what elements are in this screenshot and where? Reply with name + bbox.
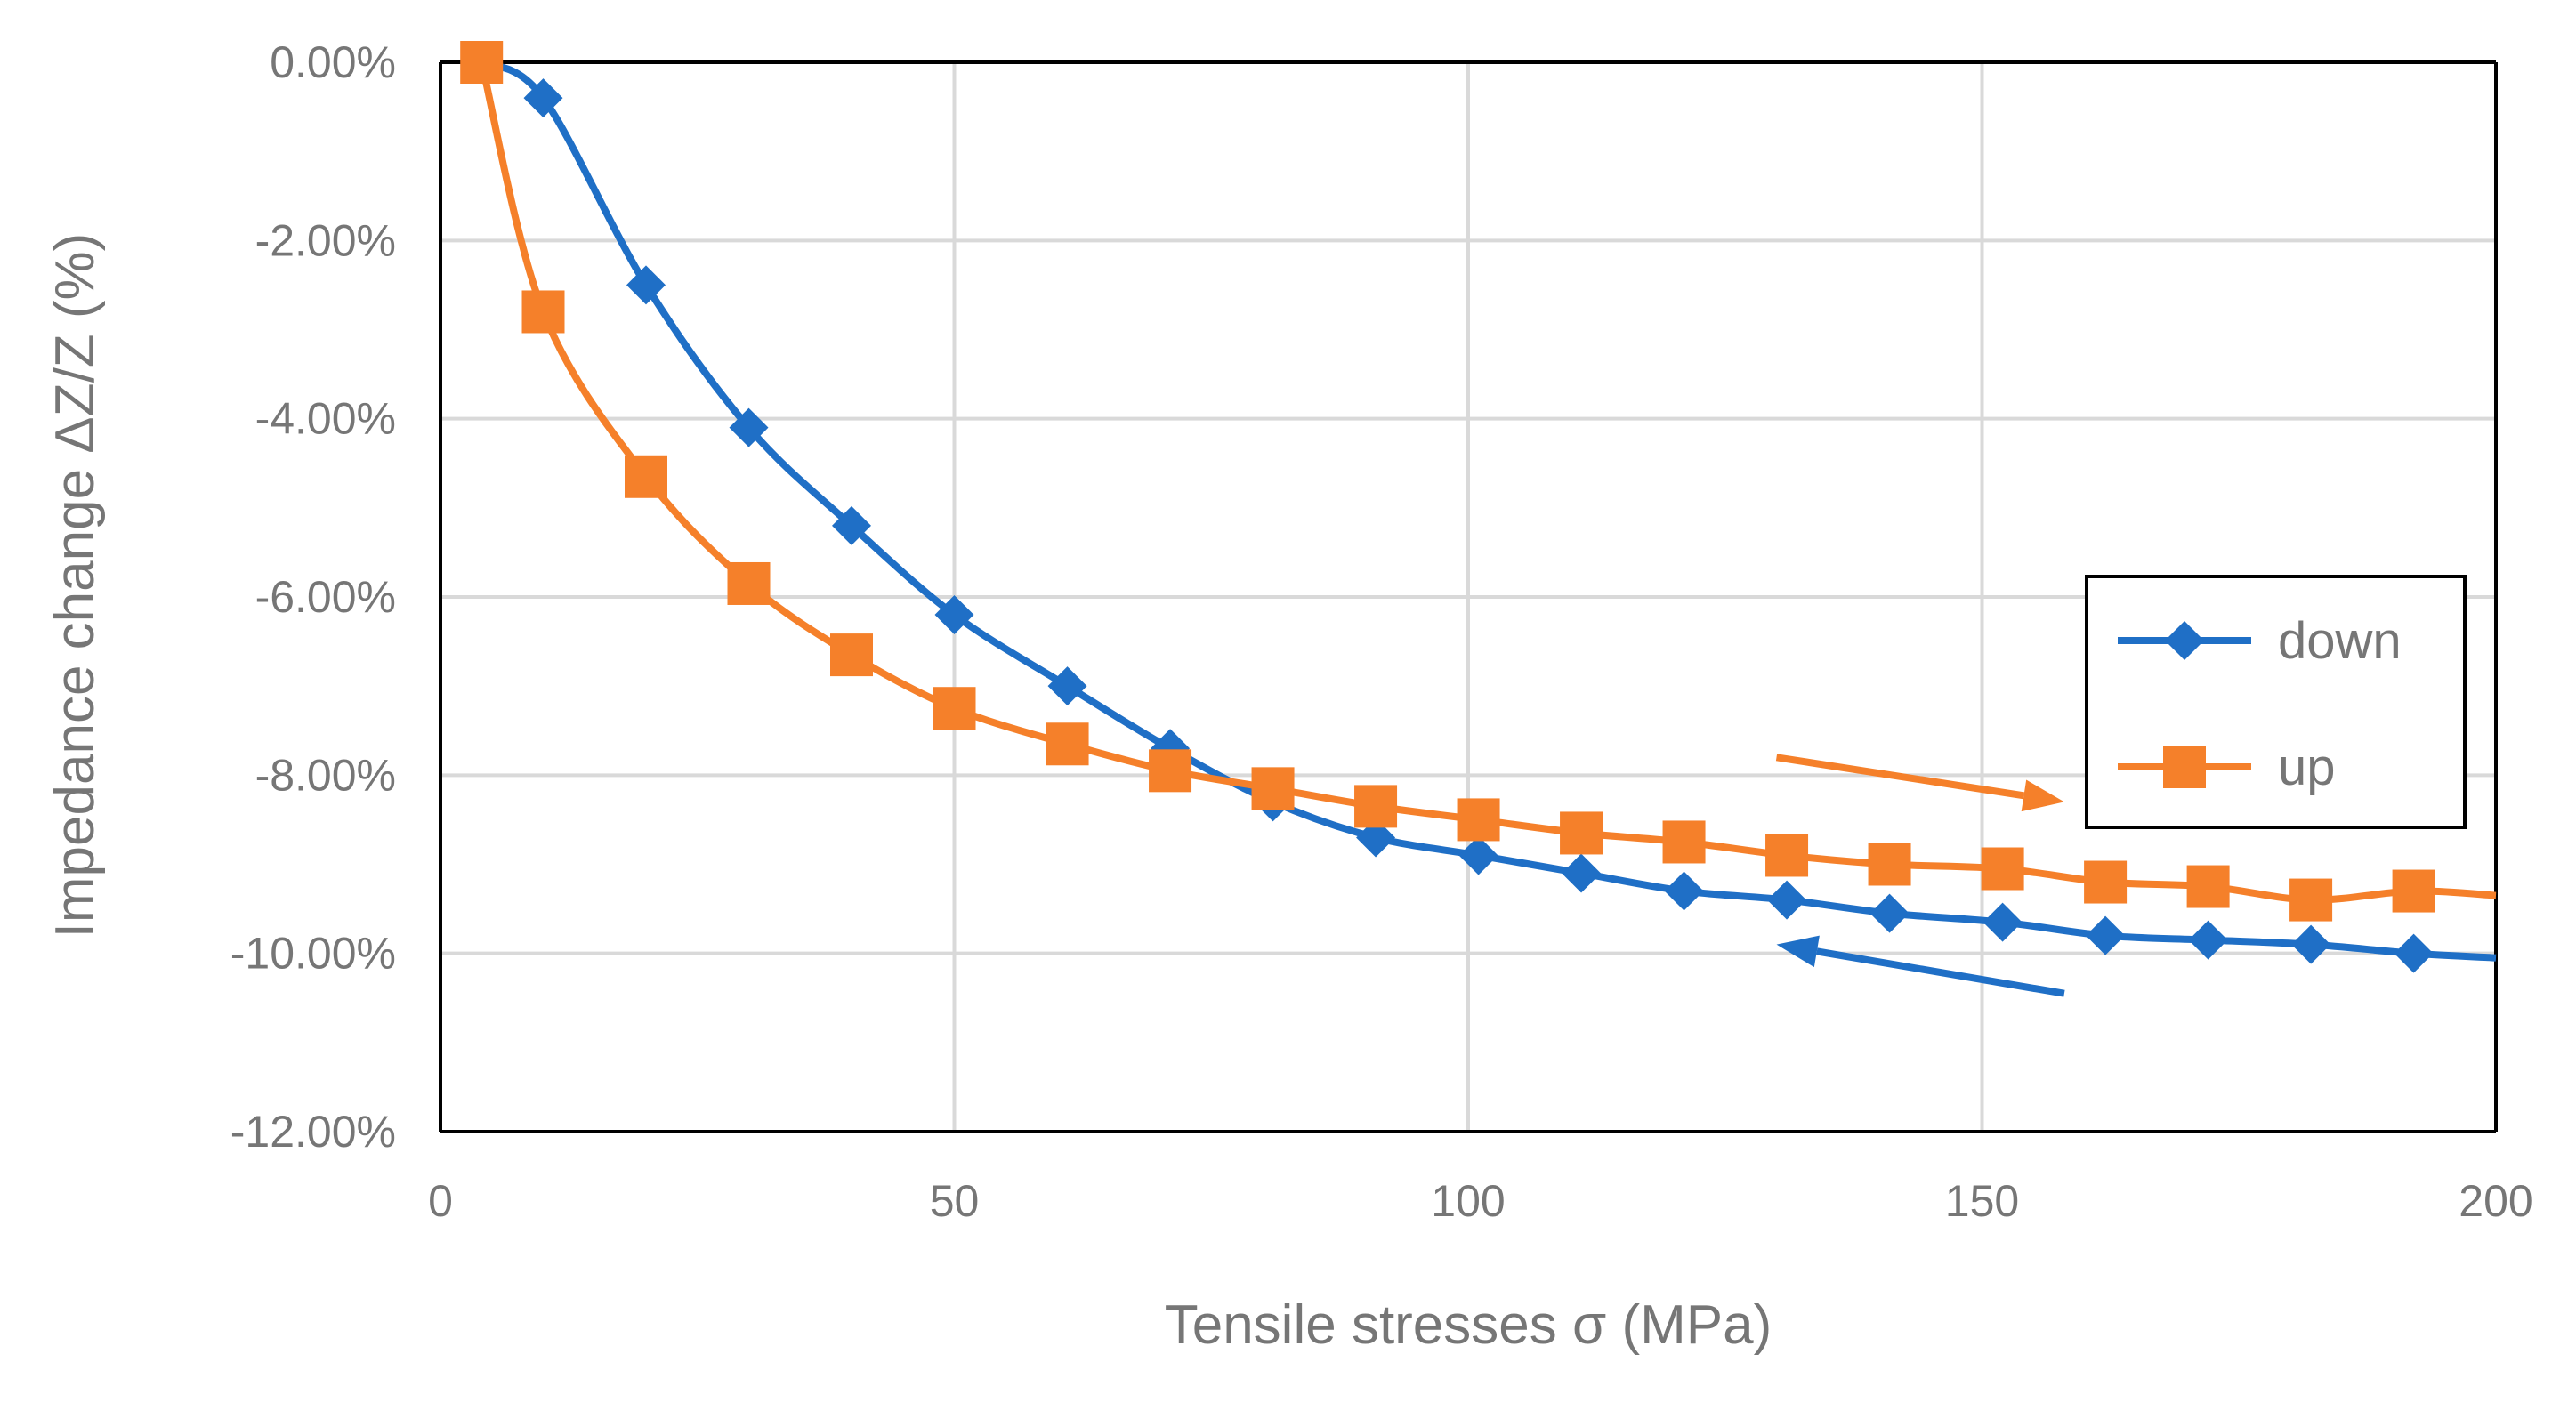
annotation-arrow-head [1776, 935, 1820, 968]
x-axis-title: Tensile stresses σ (MPa) [1165, 1294, 1773, 1356]
legend-item-down: down [2118, 612, 2402, 670]
x-tick-label: 150 [1945, 1176, 2019, 1226]
data-point-down [1047, 666, 1087, 706]
series-group [460, 41, 2497, 973]
data-point-up [1560, 811, 1603, 855]
axes [439, 60, 2498, 1133]
tick-labels: 0 50 100 150 200 0.00% -2.00% -4.00% -6.00% -8.00… [230, 37, 2533, 1226]
data-point-up [1868, 843, 1911, 886]
data-point-up [460, 41, 504, 84]
data-point-down [1869, 893, 1910, 933]
data-point-down [2086, 915, 2126, 955]
data-point-up [2084, 860, 2128, 904]
y-tick-label: 0.00% [270, 37, 396, 87]
legend-label: down [2278, 612, 2402, 670]
data-point-down [1458, 835, 1498, 875]
data-point-down [832, 505, 871, 545]
data-point-up [1251, 767, 1295, 810]
series-down [462, 43, 2497, 973]
annotation-arrow-head [2021, 779, 2064, 812]
data-point-down [1664, 871, 1704, 911]
series-line-up [478, 61, 2497, 904]
y-axis-title: Impedance change ΔZ/Z (%) [44, 233, 106, 939]
data-point-down [1562, 853, 1602, 893]
x-tick-label: 0 [428, 1176, 453, 1226]
data-point-down [2394, 933, 2434, 973]
data-point-down [729, 407, 769, 447]
data-point-up [521, 290, 565, 334]
x-tick-label: 100 [1431, 1176, 1505, 1226]
data-point-up [1662, 820, 1706, 864]
annotation-arrows [1775, 754, 2065, 997]
data-point-up [830, 633, 873, 677]
y-tick-label: -8.00% [255, 750, 396, 800]
data-point-up [1354, 785, 1398, 828]
gridlines [440, 60, 2498, 1132]
y-tick-label: -12.00% [230, 1107, 396, 1157]
data-point-down [523, 78, 563, 118]
legend: down up [2085, 575, 2467, 829]
data-point-down [1356, 818, 1396, 858]
data-point-up [727, 561, 771, 605]
data-point-up [1765, 834, 1809, 877]
x-tick-label: 50 [930, 1176, 980, 1226]
data-point-down [934, 595, 974, 635]
legend-marker [2165, 621, 2204, 660]
data-point-up [1149, 749, 1192, 793]
data-point-up [1046, 722, 1089, 766]
legend-marker [2163, 746, 2206, 788]
data-point-down [1982, 902, 2023, 942]
data-point-up [2186, 865, 2230, 908]
annotation-arrow-shaft [1775, 754, 2025, 800]
data-point-up [625, 455, 667, 498]
data-point-up [1981, 847, 2024, 891]
legend-item-up: up [2118, 738, 2336, 796]
y-tick-label: -4.00% [255, 394, 396, 444]
data-point-up [1457, 798, 1500, 842]
data-point-up [2392, 869, 2435, 913]
data-point-up [933, 687, 976, 730]
y-tick-label: -10.00% [230, 929, 396, 979]
data-point-up [2289, 878, 2333, 922]
data-point-down [2188, 920, 2228, 960]
y-tick-label: -6.00% [255, 572, 396, 622]
data-point-down [2291, 924, 2331, 964]
x-tick-label: 200 [2459, 1176, 2532, 1226]
annotation-arrow-shaft [1816, 947, 2065, 997]
series-up [460, 41, 2497, 922]
data-point-down [1767, 880, 1807, 920]
legend-label: up [2278, 738, 2336, 796]
data-point-down [626, 265, 666, 305]
y-tick-label: -2.00% [255, 215, 396, 265]
legend-box [2085, 575, 2467, 829]
